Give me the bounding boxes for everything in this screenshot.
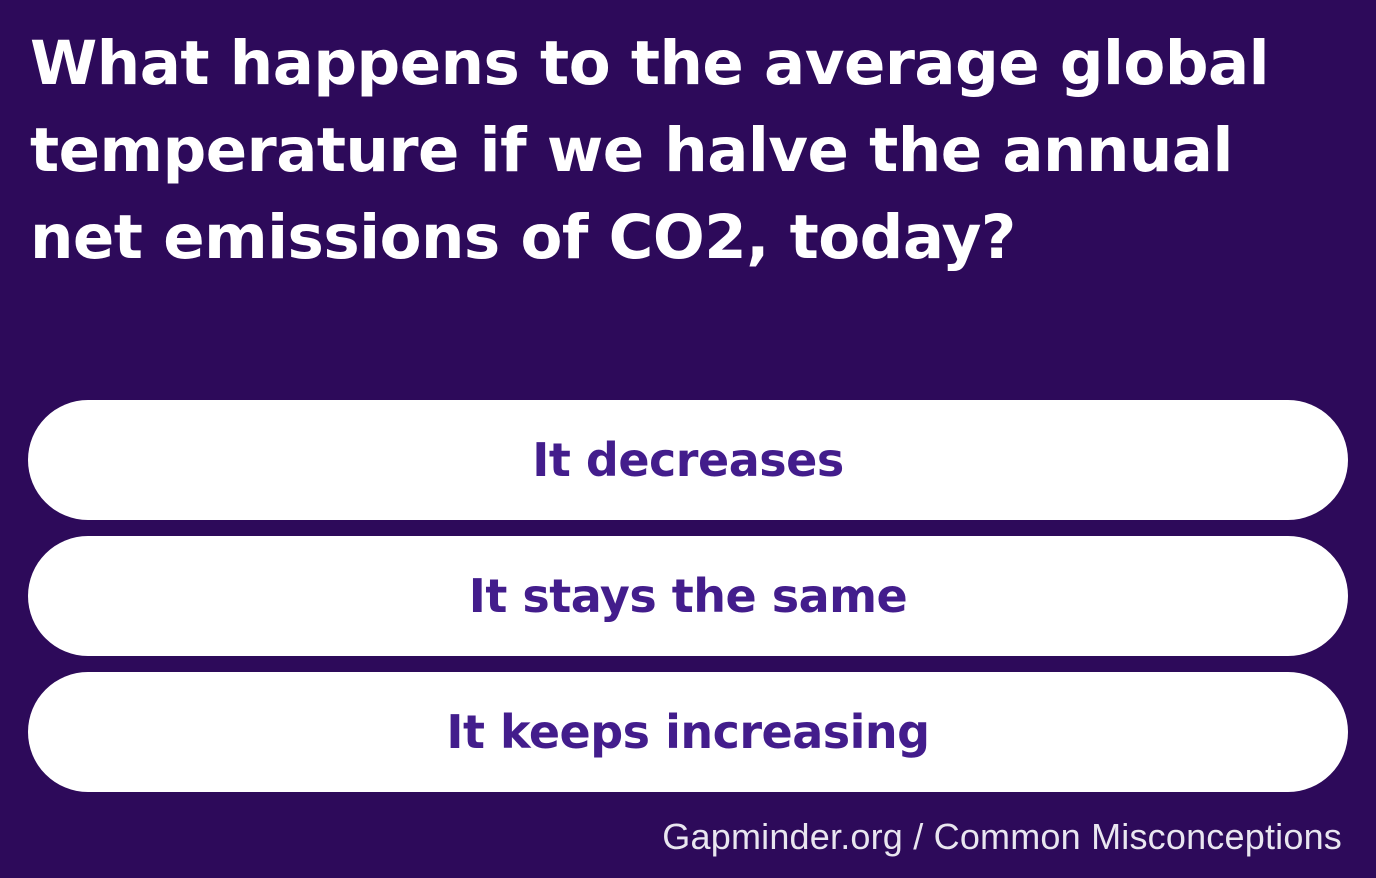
answer-option-label: It decreases xyxy=(532,433,844,487)
answer-options: It decreases It stays the same It keeps … xyxy=(28,400,1348,808)
answer-option-label: It keeps increasing xyxy=(446,705,930,759)
source-credit: Gapminder.org / Common Misconceptions xyxy=(662,816,1342,857)
question-text: What happens to the average global tempe… xyxy=(30,28,1270,273)
answer-option-decreases[interactable]: It decreases xyxy=(28,400,1348,520)
answer-option-label: It stays the same xyxy=(468,569,908,623)
answer-option-stays-same[interactable]: It stays the same xyxy=(28,536,1348,656)
answer-option-keeps-increasing[interactable]: It keeps increasing xyxy=(28,672,1348,792)
